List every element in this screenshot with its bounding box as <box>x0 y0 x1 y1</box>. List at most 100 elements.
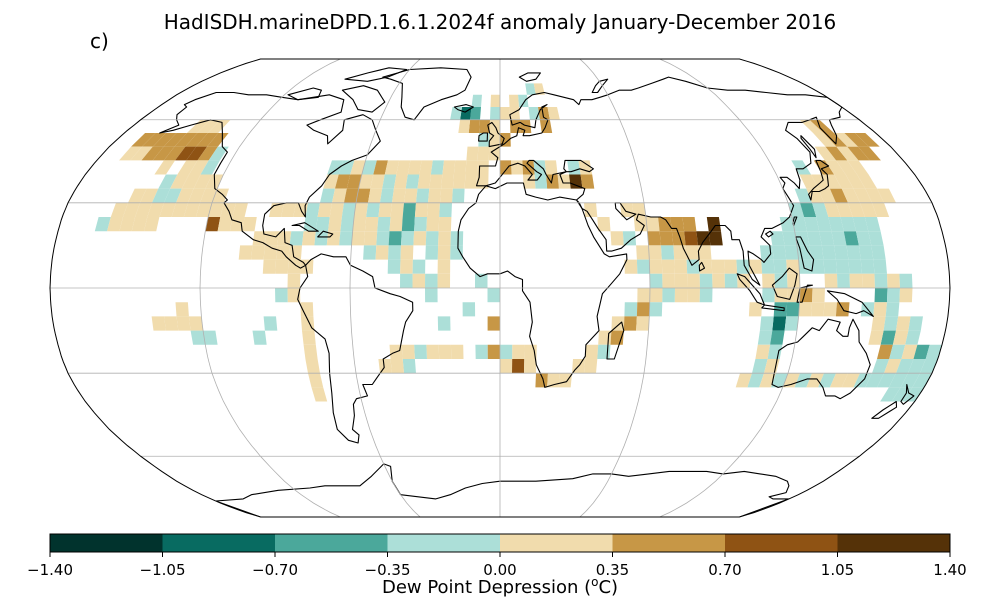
anomaly-cell <box>757 330 773 345</box>
anomaly-cell <box>326 231 341 246</box>
anomaly-cell <box>123 202 140 217</box>
anomaly-cell <box>864 217 881 232</box>
anomaly-cell <box>302 231 316 246</box>
anomaly-cell <box>363 231 378 246</box>
anomaly-cell <box>806 373 824 388</box>
anomaly-cell <box>794 231 810 246</box>
anomaly-cell <box>660 245 675 260</box>
coastline-novaya-zemlya <box>591 78 609 94</box>
anomaly-cell <box>828 217 844 232</box>
anomaly-cell <box>442 160 456 175</box>
anomaly-cell <box>263 316 278 331</box>
anomaly-cell <box>130 146 153 161</box>
anomaly-cell <box>401 217 415 232</box>
anomaly-cell <box>673 245 687 260</box>
anomaly-cell <box>302 330 316 345</box>
anomaly-cell <box>547 107 560 120</box>
coastline-hispaniola <box>317 230 334 238</box>
anomaly-cell <box>806 231 822 246</box>
colorbar-swatch <box>612 534 726 552</box>
anomaly-cell <box>332 188 347 203</box>
panel-label: c) <box>90 29 109 53</box>
anomaly-cell <box>748 302 763 317</box>
anomaly-cell <box>798 302 813 317</box>
anomaly-cell <box>305 359 320 374</box>
anomaly-cell <box>346 174 362 189</box>
anomaly-cell <box>762 288 775 303</box>
anomaly-cell <box>800 202 817 217</box>
anomaly-cell <box>661 259 675 274</box>
anomaly-cell <box>696 231 711 246</box>
anomaly-cell <box>183 202 200 217</box>
anomaly-cell <box>791 160 811 175</box>
anomaly-cell <box>819 231 835 246</box>
colorbar-label-superscript: o <box>591 575 598 589</box>
anomaly-cell <box>358 174 374 189</box>
anomaly-cell <box>825 146 848 161</box>
anomaly-cell <box>823 259 837 274</box>
anomaly-cell <box>354 202 368 217</box>
anomaly-cell <box>597 344 611 359</box>
anomaly-cell <box>289 231 304 246</box>
anomaly-cell <box>195 202 212 217</box>
anomaly-cell <box>818 188 836 203</box>
coastline-ireland <box>478 132 489 142</box>
anomaly-cell <box>400 273 413 288</box>
anomaly-cell <box>159 202 176 217</box>
anomaly-cell <box>462 302 476 317</box>
anomaly-cell <box>858 146 881 161</box>
anomaly-cell <box>344 188 359 203</box>
anomaly-cell <box>811 302 825 317</box>
anomaly-cell <box>874 288 888 303</box>
colorbar-tick-label: 1.40 <box>933 561 966 579</box>
anomaly-cell <box>437 259 451 274</box>
anomaly-cell <box>377 217 391 232</box>
anomaly-cell <box>351 231 365 246</box>
anomaly-cell <box>452 188 465 203</box>
anomaly-cell <box>724 259 738 274</box>
anomaly-cell <box>440 188 453 203</box>
anomaly-cell <box>175 146 197 161</box>
anomaly-cell <box>823 302 837 317</box>
anomaly-cell <box>151 316 166 331</box>
anomaly-cell <box>764 359 780 374</box>
anomaly-cell <box>873 302 887 317</box>
anomaly-cell <box>487 288 500 303</box>
anomaly-cell <box>857 174 878 189</box>
anomaly-cell <box>871 245 886 260</box>
anomaly-cell <box>841 373 860 388</box>
anomaly-cell <box>871 316 886 331</box>
anomaly-cell <box>649 302 663 317</box>
anomaly-cell <box>190 330 206 345</box>
anomaly-cell <box>419 160 433 175</box>
anomaly-cell <box>425 245 439 260</box>
anomaly-cell <box>759 245 774 260</box>
anomaly-cell <box>824 202 841 217</box>
anomaly-cell <box>487 316 500 331</box>
anomaly-cell <box>264 231 279 246</box>
anomaly-cell <box>873 259 887 274</box>
anomaly-cell <box>478 133 490 147</box>
anomaly-cell <box>523 174 536 189</box>
anomaly-cell <box>412 273 426 288</box>
anomaly-cell <box>849 273 863 288</box>
anomaly-cell <box>736 259 750 274</box>
anomaly-cell <box>154 160 176 175</box>
anomaly-cell <box>809 119 834 133</box>
anomaly-cell <box>339 231 353 246</box>
anomaly-cell <box>281 202 296 217</box>
anomaly-cell <box>512 344 525 359</box>
anomaly-cell <box>500 160 512 175</box>
anomaly-cell <box>458 119 471 133</box>
anomaly-cell <box>525 83 536 95</box>
anomaly-cell <box>674 273 688 288</box>
anomaly-cell <box>698 245 712 260</box>
anomaly-cell <box>416 188 430 203</box>
anomaly-cell <box>370 174 385 189</box>
anomaly-cell <box>315 217 330 232</box>
anomaly-cell <box>522 160 535 175</box>
anomaly-cell <box>141 146 164 161</box>
anomaly-cell <box>489 133 500 147</box>
anomaly-cell <box>569 174 583 189</box>
anomaly-cell <box>784 245 799 260</box>
